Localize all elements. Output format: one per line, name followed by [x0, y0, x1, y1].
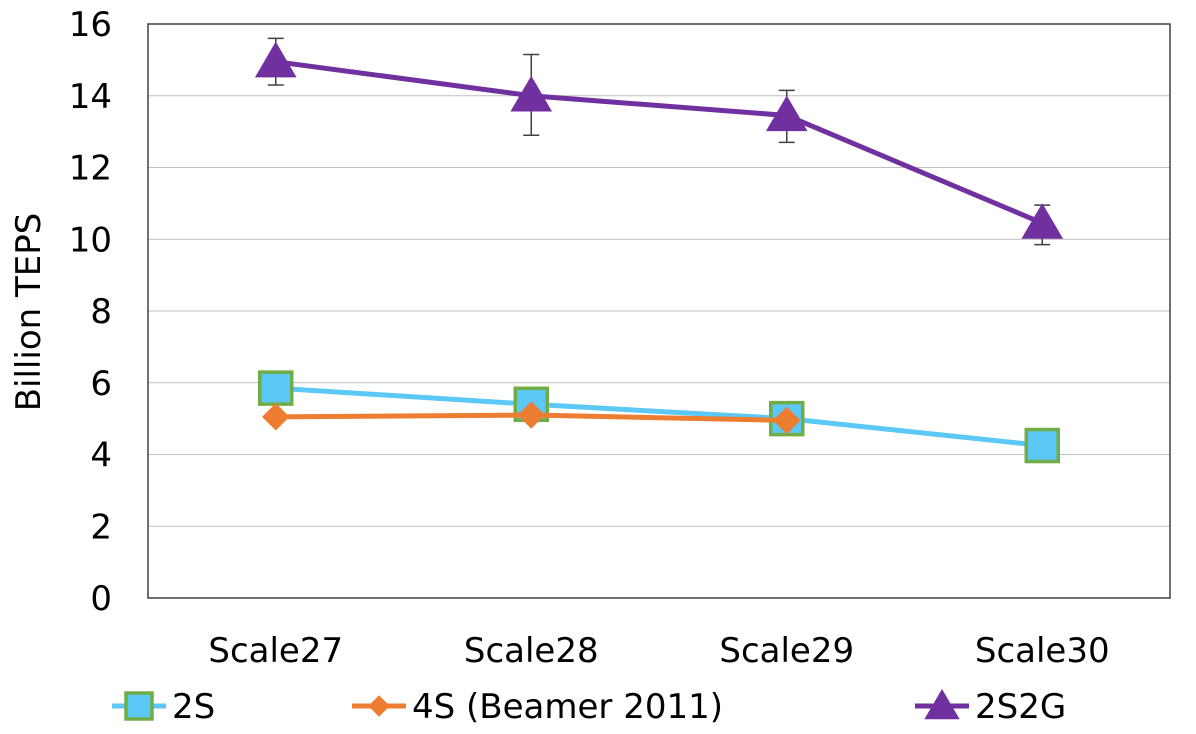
x-tick-label: Scale28: [464, 631, 599, 671]
y-tick-label: 14: [69, 77, 112, 117]
y-tick-label: 0: [90, 579, 112, 619]
legend-marker: [124, 691, 154, 721]
data-point: [254, 41, 297, 78]
y-tick-label: 8: [90, 292, 112, 332]
legend-label: 2S2G: [975, 687, 1066, 727]
x-tick-label: Scale27: [208, 631, 343, 671]
legend-label: 4S (Beamer 2011): [412, 687, 723, 727]
series-line: [275, 385, 1043, 449]
y-tick-label: 6: [90, 364, 112, 404]
gridlines: [148, 95, 1170, 527]
legend-item: 2S: [112, 687, 215, 727]
x-tick-label: Scale29: [719, 631, 854, 671]
data-point: [262, 403, 290, 431]
x-tick-label: Scale30: [975, 631, 1110, 671]
data-point: [773, 406, 801, 435]
plot-area-frame: [147, 23, 1171, 599]
series-line: [275, 59, 1044, 226]
data-point: [1024, 427, 1060, 464]
y-tick-label: 12: [69, 149, 112, 189]
legend-marker: [368, 695, 390, 717]
data-point: [510, 75, 553, 112]
y-axis-title: Billion TEPS: [9, 213, 49, 412]
y-tick-label: 16: [69, 5, 112, 45]
data-point: [517, 401, 545, 429]
x-axis-ticks: Scale27 Scale28 Scale29 Scale30: [208, 631, 1109, 671]
series-2s2g: [254, 37, 1064, 246]
series-layer: [254, 37, 1064, 464]
data-point: [765, 95, 808, 132]
series-4s-beamer-2011: [262, 401, 801, 435]
legend: 2S 4S (Beamer 2011) 2S2G: [112, 687, 1066, 727]
legend-item: 4S (Beamer 2011): [352, 687, 723, 727]
y-tick-label: 2: [90, 507, 112, 547]
y-axis-ticks: 0 2 4 6 8 10 12 14 16: [69, 5, 112, 619]
data-point: [1021, 203, 1064, 239]
y-tick-label: 4: [90, 436, 112, 476]
y-tick-label: 10: [69, 220, 112, 260]
legend-marker: [924, 689, 960, 720]
legend-item: 2S2G: [915, 687, 1066, 727]
data-point: [258, 370, 294, 406]
legend-label: 2S: [172, 687, 215, 727]
